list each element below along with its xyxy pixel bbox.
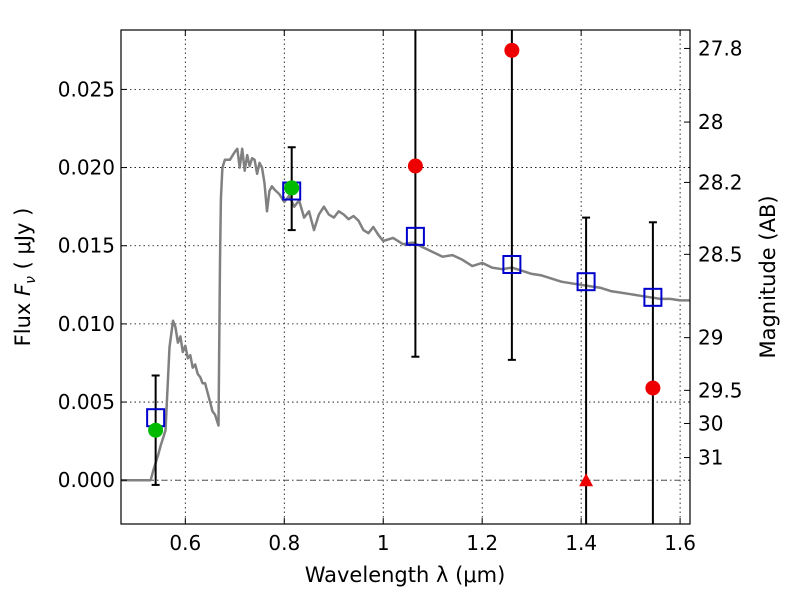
model-band-square [405,226,425,246]
y-axis-label: Flux Fν ( μJy ) [11,208,39,347]
ticks [121,30,690,524]
y-tick-label: 0.020 [58,156,115,180]
y2-tick-label: 30 [698,411,723,435]
series-layer [121,30,690,524]
observed-point [504,42,520,58]
y2-axis-label: Magnitude (AB) [756,195,780,358]
x-tick-label: 1.2 [466,531,498,555]
y-axis-label-unit: ( μJy ) [11,208,35,276]
y2-tick-label: 27.8 [698,36,743,60]
y2-tick-label: 31 [698,446,723,470]
y-tick-label: 0.010 [58,312,115,336]
model-band-square [643,287,663,307]
observed-point [284,180,300,196]
x-tick-label: 0.6 [169,531,201,555]
y2-tick-label: 28 [698,110,723,134]
observed-upper-limit-triangle [579,473,594,487]
plot-frame [120,29,691,525]
y2-tick-label: 29 [698,326,723,350]
y2-tick-label: 28.5 [698,242,743,266]
y2-tick-label: 28.2 [698,170,743,194]
tick-labels: 0.6 0.8 1 1.2 1.4 1.6 0.000 0.005 0.010 0.015 0.02… [58,36,743,555]
observed-point [407,158,423,174]
model-band-square [502,254,522,274]
x-tick-label: 1 [377,531,390,555]
x-tick-label: 1.6 [664,531,696,555]
y-tick-label: 0.015 [58,234,115,258]
y-axis-label-prefix: Flux [11,296,35,346]
observed-point [645,380,661,396]
y-axis-label-subscript: ν [23,276,39,284]
y-axis-label-symbol: F [11,283,35,296]
x-tick-label: 1.4 [565,531,597,555]
y2-tick-label: 29.5 [698,378,743,402]
observed-point [148,422,164,438]
model-band-square [576,272,596,292]
x-tick-label: 0.8 [268,531,300,555]
x-axis-label: Wavelength λ (μm) [305,563,506,587]
y-tick-label: 0.005 [58,390,115,414]
y-tick-label: 0.025 [58,77,115,101]
y-tick-label: 0.000 [58,468,115,492]
